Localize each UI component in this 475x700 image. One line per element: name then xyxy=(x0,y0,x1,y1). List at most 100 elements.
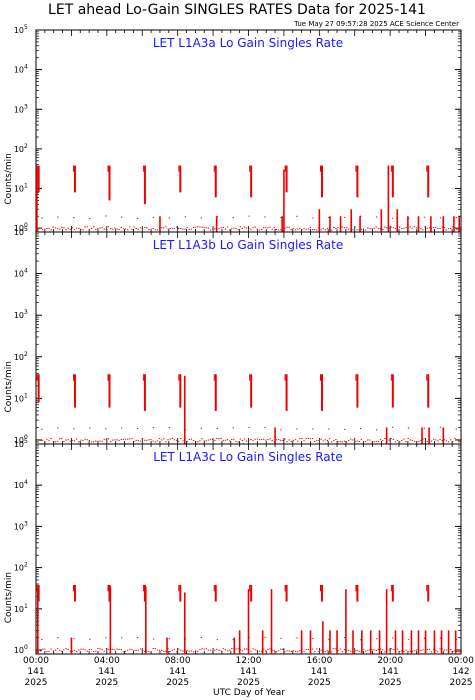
noise-point xyxy=(133,440,135,442)
noise-point xyxy=(107,648,110,650)
noise-point xyxy=(426,227,428,229)
noise-point xyxy=(390,226,392,228)
noise-point xyxy=(324,439,326,441)
noise-point xyxy=(246,648,248,650)
noise-point xyxy=(320,229,322,231)
noise-point xyxy=(135,439,137,441)
x-tick-time: 08:00 xyxy=(165,656,191,666)
noise-point xyxy=(48,440,50,442)
x-tick-doy: 142 xyxy=(452,667,469,677)
noise-point xyxy=(226,439,229,441)
noise-point xyxy=(382,649,384,651)
noise-point xyxy=(175,651,178,653)
y-tick-label: 10 xyxy=(14,481,24,490)
noise-point xyxy=(371,649,373,651)
noise-point xyxy=(165,226,167,228)
noise-point xyxy=(131,649,133,651)
y-tick-exponent: 4 xyxy=(24,64,28,71)
noise-point xyxy=(296,637,298,639)
y-tick-label: 10 xyxy=(14,270,24,279)
y-axis-label: Counts/min xyxy=(4,153,14,204)
noise-point xyxy=(148,651,150,653)
noise-point xyxy=(103,650,105,652)
noise-point xyxy=(303,440,305,442)
noise-point xyxy=(396,440,399,442)
noise-point xyxy=(411,227,414,229)
noise-point xyxy=(103,228,105,230)
noise-point xyxy=(200,427,202,429)
noise-point xyxy=(224,228,227,230)
noise-point xyxy=(360,427,362,429)
noise-point xyxy=(146,227,148,229)
noise-point xyxy=(182,440,184,442)
noise-point xyxy=(89,217,91,219)
noise-point xyxy=(156,440,159,442)
noise-point xyxy=(175,226,178,228)
panel-title: LET L1A3b Lo Gain Singles Rate xyxy=(153,238,344,252)
noise-point xyxy=(328,638,330,640)
noise-point xyxy=(82,439,84,441)
noise-point xyxy=(433,438,435,440)
noise-point xyxy=(454,437,456,439)
noise-point xyxy=(407,651,409,653)
y-tick-label: 10 xyxy=(14,145,24,154)
noise-point xyxy=(93,441,95,443)
noise-point xyxy=(252,648,254,650)
noise-point xyxy=(120,438,122,440)
noise-point xyxy=(248,439,250,441)
noise-point xyxy=(144,439,146,441)
noise-point xyxy=(161,227,163,229)
noise-point xyxy=(312,217,314,219)
noise-point xyxy=(367,439,369,441)
noise-point xyxy=(48,650,50,652)
noise-point xyxy=(201,438,203,440)
noise-point xyxy=(214,649,216,651)
x-tick-year: 2025 xyxy=(450,678,473,688)
noise-point xyxy=(231,438,233,440)
noise-point xyxy=(99,227,101,229)
noise-point xyxy=(316,648,318,650)
noise-point xyxy=(299,227,301,229)
noise-point xyxy=(390,438,392,440)
noise-point xyxy=(458,439,460,441)
noise-point xyxy=(152,216,155,218)
noise-point xyxy=(439,217,442,219)
noise-point xyxy=(171,437,173,439)
baseline-noise xyxy=(37,636,462,653)
noise-point xyxy=(129,226,131,228)
noise-point xyxy=(199,648,201,650)
noise-point xyxy=(250,229,252,231)
noise-point xyxy=(52,226,54,228)
noise-point xyxy=(95,650,97,652)
noise-point xyxy=(200,217,202,219)
noise-point xyxy=(301,229,303,231)
noise-point xyxy=(73,440,76,442)
noise-point xyxy=(284,651,286,653)
noise-point xyxy=(339,441,341,443)
noise-point xyxy=(263,227,265,229)
noise-point xyxy=(265,650,267,652)
noise-point xyxy=(61,437,63,439)
noise-point xyxy=(56,440,59,442)
noise-point xyxy=(63,441,65,443)
noise-point xyxy=(165,441,167,443)
noise-point xyxy=(292,439,295,441)
noise-point xyxy=(118,229,120,231)
noise-point xyxy=(235,440,237,442)
noise-point xyxy=(44,441,46,443)
noise-point xyxy=(375,649,377,651)
noise-point xyxy=(405,441,407,443)
noise-point xyxy=(69,650,71,652)
noise-point xyxy=(394,441,397,443)
noise-point xyxy=(324,651,326,653)
noise-point xyxy=(133,226,135,228)
noise-point xyxy=(232,217,234,219)
noise-point xyxy=(229,649,231,651)
noise-point xyxy=(299,438,301,440)
noise-point xyxy=(167,648,169,650)
noise-point xyxy=(407,438,409,440)
noise-point xyxy=(320,649,322,651)
y-tick-exponent: 5 xyxy=(24,226,28,233)
